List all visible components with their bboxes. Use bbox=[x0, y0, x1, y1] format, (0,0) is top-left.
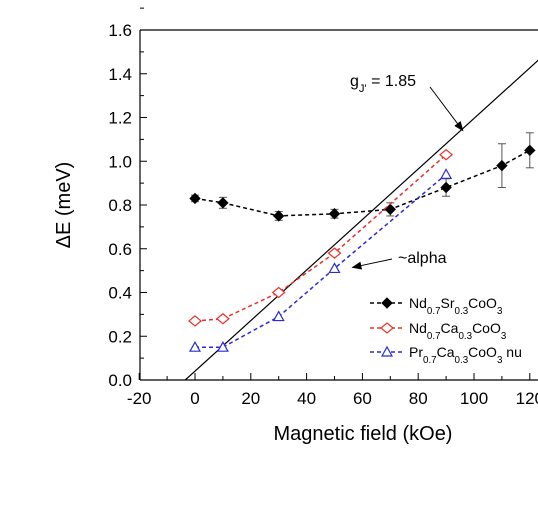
y-tick-label: 0.2 bbox=[108, 327, 132, 346]
legend-entry-0: Nd0.7Sr0.3CoO3 bbox=[370, 295, 503, 317]
data-point bbox=[327, 247, 342, 259]
data-point bbox=[216, 340, 229, 352]
data-point bbox=[215, 312, 230, 325]
legend-label: Pr0.7Ca0.3CoO3 nu bbox=[409, 344, 522, 366]
annotations: gJ' = 1.85 ~alpha bbox=[350, 73, 464, 270]
x-tick-label: 100 bbox=[460, 389, 488, 408]
x-tick-label: 120 bbox=[516, 389, 538, 408]
series-line bbox=[194, 149, 531, 217]
x-tick-label: 80 bbox=[409, 389, 428, 408]
annotation-alpha: ~alpha bbox=[398, 250, 447, 267]
y-tick-label: 0.0 bbox=[108, 371, 132, 390]
legend-entry-2: Pr0.7Ca0.3CoO3 nu bbox=[370, 344, 522, 366]
legend-label: Nd0.7Sr0.3CoO3 bbox=[409, 295, 503, 317]
data-point bbox=[439, 148, 454, 161]
legend-label: Nd0.7Ca0.3CoO3 bbox=[409, 320, 507, 342]
series-2 bbox=[188, 168, 453, 352]
data-point bbox=[384, 203, 397, 216]
data-point bbox=[380, 345, 394, 357]
legend-entry-1: Nd0.7Ca0.3CoO3 bbox=[370, 320, 507, 342]
annotation-g-factor: gJ' = 1.85 bbox=[350, 73, 416, 95]
reference-line-g bbox=[184, 59, 538, 380]
data-point bbox=[496, 159, 508, 172]
data-point bbox=[380, 322, 394, 334]
data-point bbox=[271, 286, 286, 299]
data-point bbox=[188, 315, 202, 327]
plot-area bbox=[184, 59, 538, 380]
series-0 bbox=[189, 132, 536, 222]
data-point bbox=[217, 197, 229, 209]
annotation-arrow bbox=[351, 258, 393, 270]
data-point bbox=[440, 181, 452, 194]
annotation-arrow bbox=[429, 86, 464, 132]
x-tick-label: 0 bbox=[190, 389, 199, 408]
data-point bbox=[189, 192, 201, 205]
x-tick-label: -20 bbox=[127, 389, 152, 408]
y-tick-label: 0.8 bbox=[108, 196, 132, 215]
data-point bbox=[328, 262, 341, 274]
x-tick-label: 60 bbox=[353, 389, 372, 408]
data-point bbox=[381, 297, 393, 309]
data-point bbox=[328, 208, 341, 220]
data-point bbox=[272, 210, 285, 222]
data-point bbox=[188, 340, 202, 352]
y-tick-label: 0.6 bbox=[108, 240, 132, 259]
y-tick-label: 0.4 bbox=[108, 284, 132, 303]
x-axis-label: Magnetic field (kOe) bbox=[274, 423, 453, 445]
y-axis-label: ΔE (meV) bbox=[53, 162, 75, 249]
x-tick-label: 40 bbox=[297, 389, 316, 408]
x-tick-label: 20 bbox=[241, 389, 260, 408]
series-1 bbox=[188, 148, 454, 327]
y-tick-label: 1.2 bbox=[108, 109, 132, 128]
y-tick-label: 1.6 bbox=[108, 21, 132, 40]
data-point bbox=[524, 144, 536, 157]
y-tick-label: 1.0 bbox=[108, 152, 132, 171]
axes: 0.0 0.2 0.4 0.6 0.8 1.0 1.2 1.4 1.6 -20 0 20 40 60 80 1… bbox=[108, 7, 538, 408]
data-point bbox=[272, 310, 285, 322]
legend: Nd0.7Sr0.3CoO3 Nd0.7Ca0.3CoO3Pr0.7Ca0.3Co… bbox=[370, 295, 522, 366]
y-tick-label: 1.4 bbox=[108, 65, 132, 84]
data-point bbox=[440, 168, 453, 179]
